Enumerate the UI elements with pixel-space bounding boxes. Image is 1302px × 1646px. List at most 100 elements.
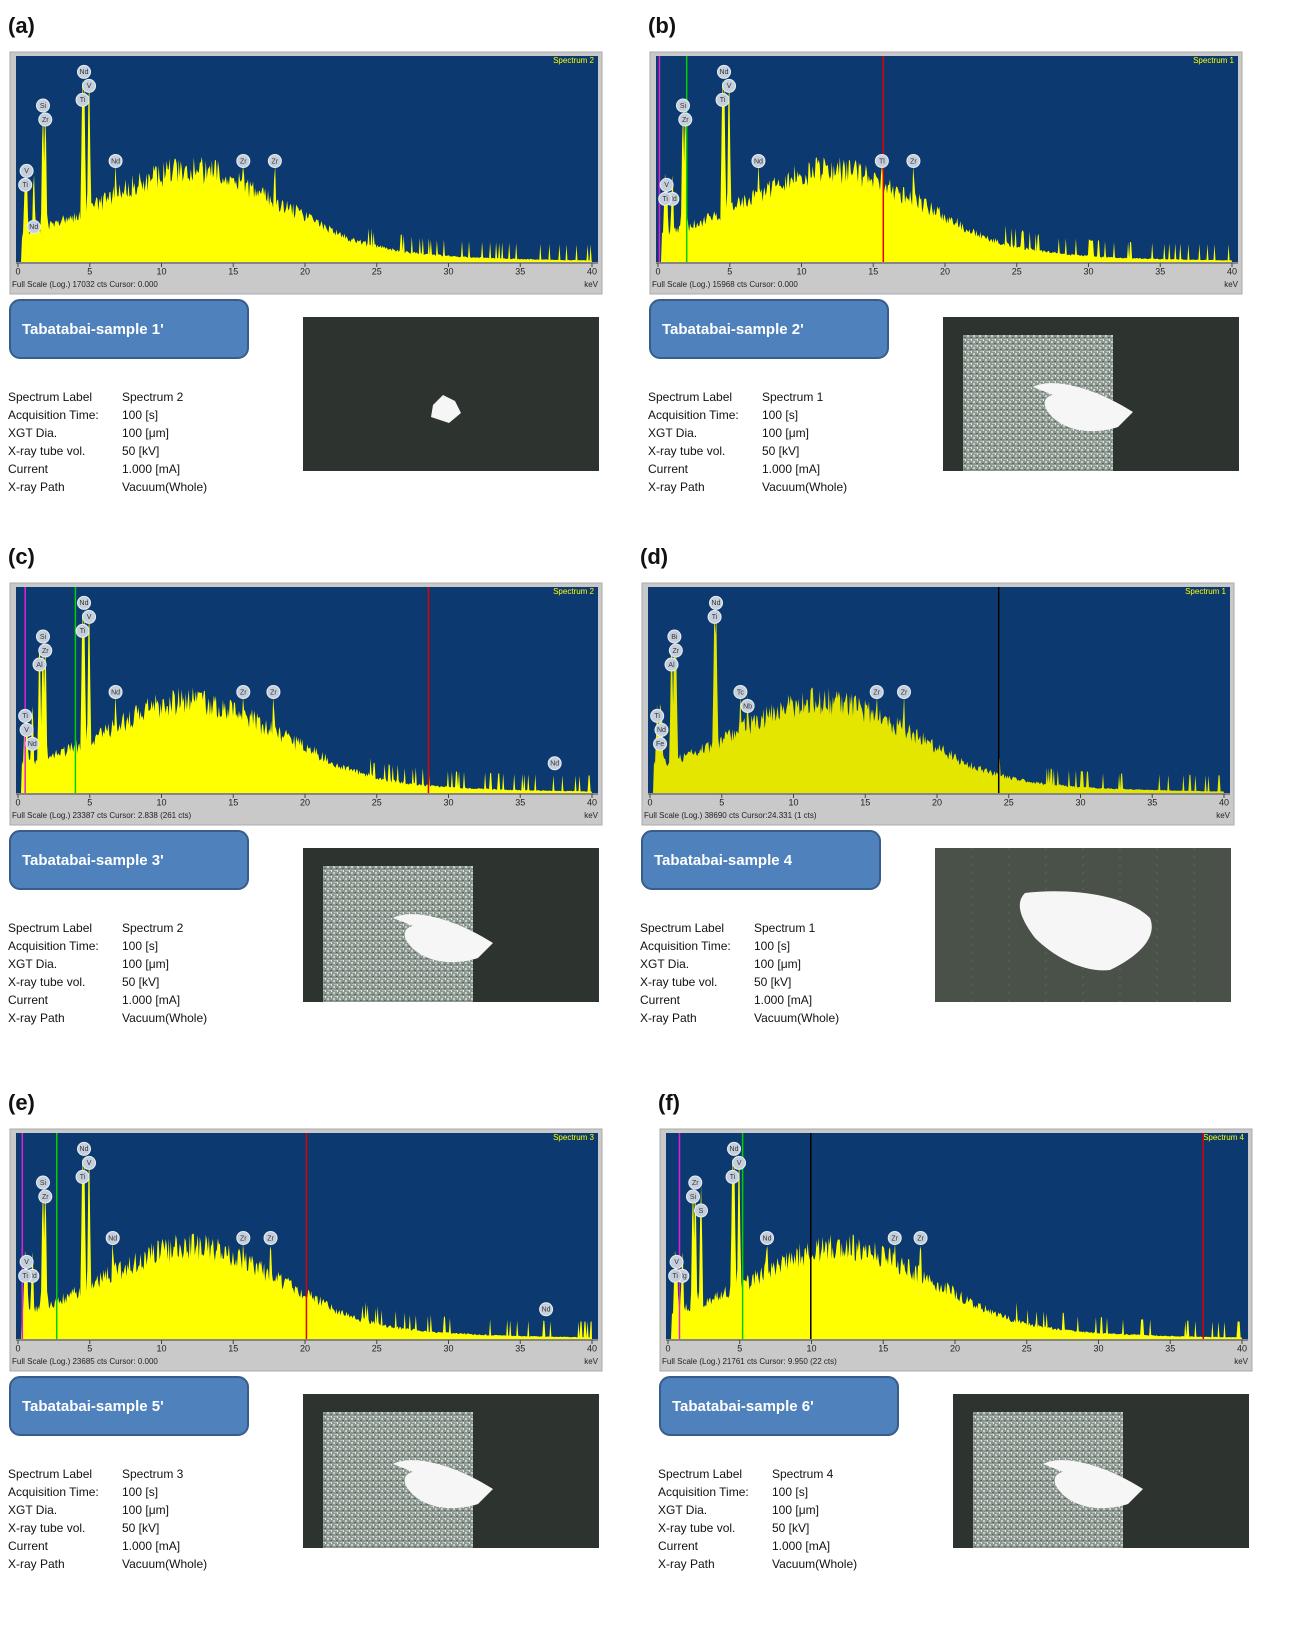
axis-unit: keV [1224,280,1238,289]
spectrum-footer: Full Scale (Log.) 21761 cts Cursor: 9.95… [662,1357,837,1366]
info-value: Vacuum(Whole) [122,1011,207,1025]
peak-label: Nd [720,69,729,76]
sample-title: Tabatabai-sample 1' [22,321,164,338]
info-label: Current [648,462,689,476]
peak-label: V [24,168,29,175]
x-tick-label: 35 [1155,266,1165,276]
info-label: Spectrum Label [8,390,92,404]
info-label: Acquisition Time: [640,939,731,953]
info-value: Vacuum(Whole) [762,480,847,494]
info-label: Current [640,993,681,1007]
x-tick-label: 5 [87,1343,92,1353]
peak-label: Nd [763,1235,772,1242]
x-tick-label: 15 [878,1343,888,1353]
peak-label: Ti [80,1174,86,1181]
peak-label: Zr [42,1194,49,1201]
x-tick-label: 35 [1165,1343,1175,1353]
peak-label: V [24,1259,29,1266]
peak-label: Si [40,103,47,110]
info-label: Acquisition Time: [8,939,99,953]
x-tick-label: 30 [443,797,453,807]
peak-label: Zr [682,117,689,124]
x-tick-label: 5 [87,797,92,807]
info-value: 100 [s] [122,1485,158,1499]
x-tick-label: 10 [156,266,166,276]
panel-letter: (b) [648,13,676,38]
info-value: 100 [μm] [122,957,169,971]
spectrum-name: Spectrum 3 [553,1133,594,1142]
peak-label: Nd [730,1146,739,1153]
peak-label: Zr [910,158,917,165]
panel-letter: (e) [8,1090,35,1115]
info-value: 100 [s] [122,408,158,422]
sample-title: Tabatabai-sample 5' [22,1398,164,1415]
axis-unit: keV [584,1357,598,1366]
peak-label: Zr [901,689,908,696]
peak-label: Ti [654,713,660,720]
peak-label: Ti [712,614,718,621]
spectrum-name: Spectrum 1 [1193,56,1234,65]
peak-label: V [87,1160,92,1167]
x-tick-label: 30 [443,1343,453,1353]
peak-label: Si [680,103,687,110]
x-tick-label: 30 [443,266,453,276]
info-value: 100 [s] [772,1485,808,1499]
x-tick-label: 40 [587,797,597,807]
info-label: Acquisition Time: [8,1485,99,1499]
info-label: Acquisition Time: [648,408,739,422]
panel-letter: (f) [658,1090,680,1115]
info-value: 50 [kV] [754,975,791,989]
info-label: Spectrum Label [8,1467,92,1481]
peak-label: Nd [111,689,120,696]
info-label: X-ray Path [8,1011,65,1025]
peak-label: V [727,83,732,90]
info-value: 100 [μm] [122,1503,169,1517]
info-label: X-ray tube vol. [8,975,85,989]
info-value: 100 [μm] [754,957,801,971]
x-tick-label: 10 [788,797,798,807]
info-value: 1.000 [mA] [772,1539,830,1553]
x-tick-label: 30 [1093,1343,1103,1353]
peak-label: Zr [917,1235,924,1242]
sample-photo [303,317,599,471]
info-label: X-ray Path [648,480,705,494]
info-label: X-ray tube vol. [648,444,725,458]
info-value: 100 [μm] [122,426,169,440]
spectrum-footer: Full Scale (Log.) 15968 cts Cursor: 0.00… [652,280,798,289]
spectrum-name: Spectrum 4 [1203,1133,1244,1142]
info-label: Spectrum Label [640,921,724,935]
x-tick-label: 15 [228,1343,238,1353]
peak-label: Nb [743,703,752,710]
sample-photo [953,1394,1249,1548]
peak-label: Zr [240,689,247,696]
peak-label: Fe [656,741,664,748]
x-tick-label: 5 [87,266,92,276]
x-tick-label: 35 [515,1343,525,1353]
info-label: Current [8,1539,49,1553]
info-label: Current [8,993,49,1007]
x-tick-label: 15 [860,797,870,807]
peak-label: Zr [42,117,49,124]
info-label: XGT Dia. [8,957,57,971]
peak-label: Si [40,1180,47,1187]
peak-label: Ti [22,182,28,189]
peak-label: Ti [730,1174,736,1181]
panel: (e)Spectrum 30510152025303540Full Scale … [8,1090,602,1571]
x-tick-label: 15 [228,266,238,276]
spectrum-name: Spectrum 1 [1185,587,1226,596]
peak-label: V [87,614,92,621]
spectrum-footer: Full Scale (Log.) 38690 cts Cursor:24.33… [644,811,817,820]
info-value: Vacuum(Whole) [772,1557,857,1571]
peak-label: Al [36,662,43,669]
x-tick-label: 20 [300,266,310,276]
x-tick-label: 25 [372,1343,382,1353]
info-label: XGT Dia. [658,1503,707,1517]
spectrum-footer: Full Scale (Log.) 23685 cts Cursor: 0.00… [12,1357,158,1366]
info-value: 100 [s] [122,939,158,953]
peak-label: Zr [692,1180,699,1187]
sample-title: Tabatabai-sample 6' [672,1398,814,1415]
axis-unit: keV [1234,1357,1248,1366]
peak-label: Zr [272,158,279,165]
